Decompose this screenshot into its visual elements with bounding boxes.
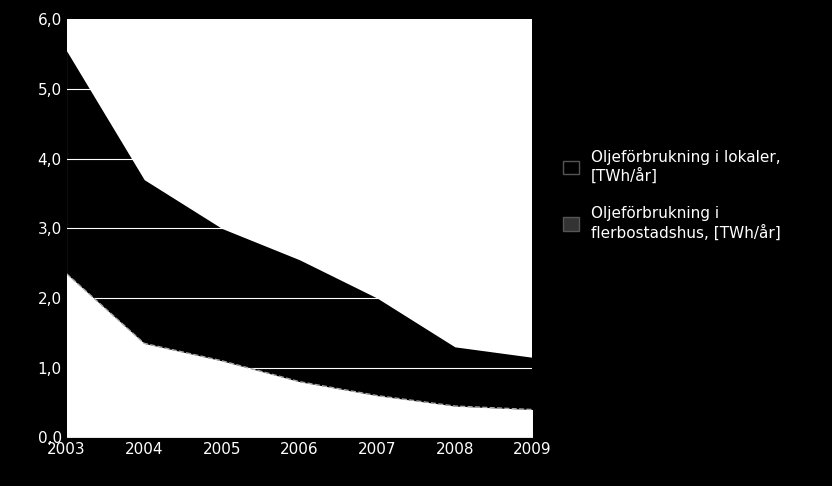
Legend: Oljeförbrukning i lokaler,
[TWh/år], Oljeförbrukning i
flerbostadshus, [TWh/år]: Oljeförbrukning i lokaler, [TWh/år], Olj… (559, 145, 785, 245)
